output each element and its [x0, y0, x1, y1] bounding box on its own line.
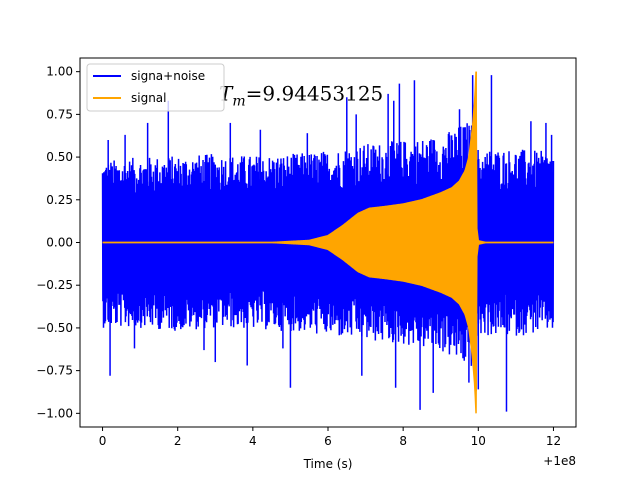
- x-tick-label: 8: [399, 434, 407, 448]
- y-axis: −1.00 −0.75 −0.50 −0.25 0.00 0.25 0.50 0.75 1.00: [36, 65, 80, 420]
- y-tick-label: 0.50: [46, 150, 73, 164]
- x-tick-label: 12: [546, 434, 561, 448]
- legend-box: [86, 63, 225, 112]
- x-axis: 0 2 4 6 8 10 12: [99, 427, 561, 448]
- x-axis-label: Time (s): [303, 457, 353, 471]
- legend-label-noise: signa+noise: [131, 69, 205, 83]
- y-tick-label: 0.25: [46, 193, 73, 207]
- y-tick-label: 0.75: [46, 107, 73, 121]
- x-tick-label: 10: [471, 434, 486, 448]
- y-tick-label: −0.75: [36, 364, 73, 378]
- annotation-tm: Tm=9.94453125: [219, 82, 383, 110]
- annotation-subscript: m: [232, 94, 245, 110]
- x-tick-label: 4: [249, 434, 257, 448]
- legend-label-signal: signal: [131, 91, 167, 105]
- y-tick-label: −1.00: [36, 406, 73, 420]
- series-signal: [102, 71, 554, 414]
- x-tick-label: 6: [324, 434, 332, 448]
- y-tick-label: 1.00: [46, 65, 73, 79]
- x-axis-offset: +1e8: [543, 454, 576, 468]
- y-tick-label: −0.25: [36, 278, 73, 292]
- y-tick-label: −0.50: [36, 321, 73, 335]
- annotation-value: =9.94453125: [246, 82, 384, 106]
- x-tick-label: 2: [174, 434, 182, 448]
- y-tick-label: 0.00: [46, 236, 73, 250]
- x-tick-label: 0: [99, 434, 107, 448]
- legend: signa+noise signal: [86, 63, 225, 112]
